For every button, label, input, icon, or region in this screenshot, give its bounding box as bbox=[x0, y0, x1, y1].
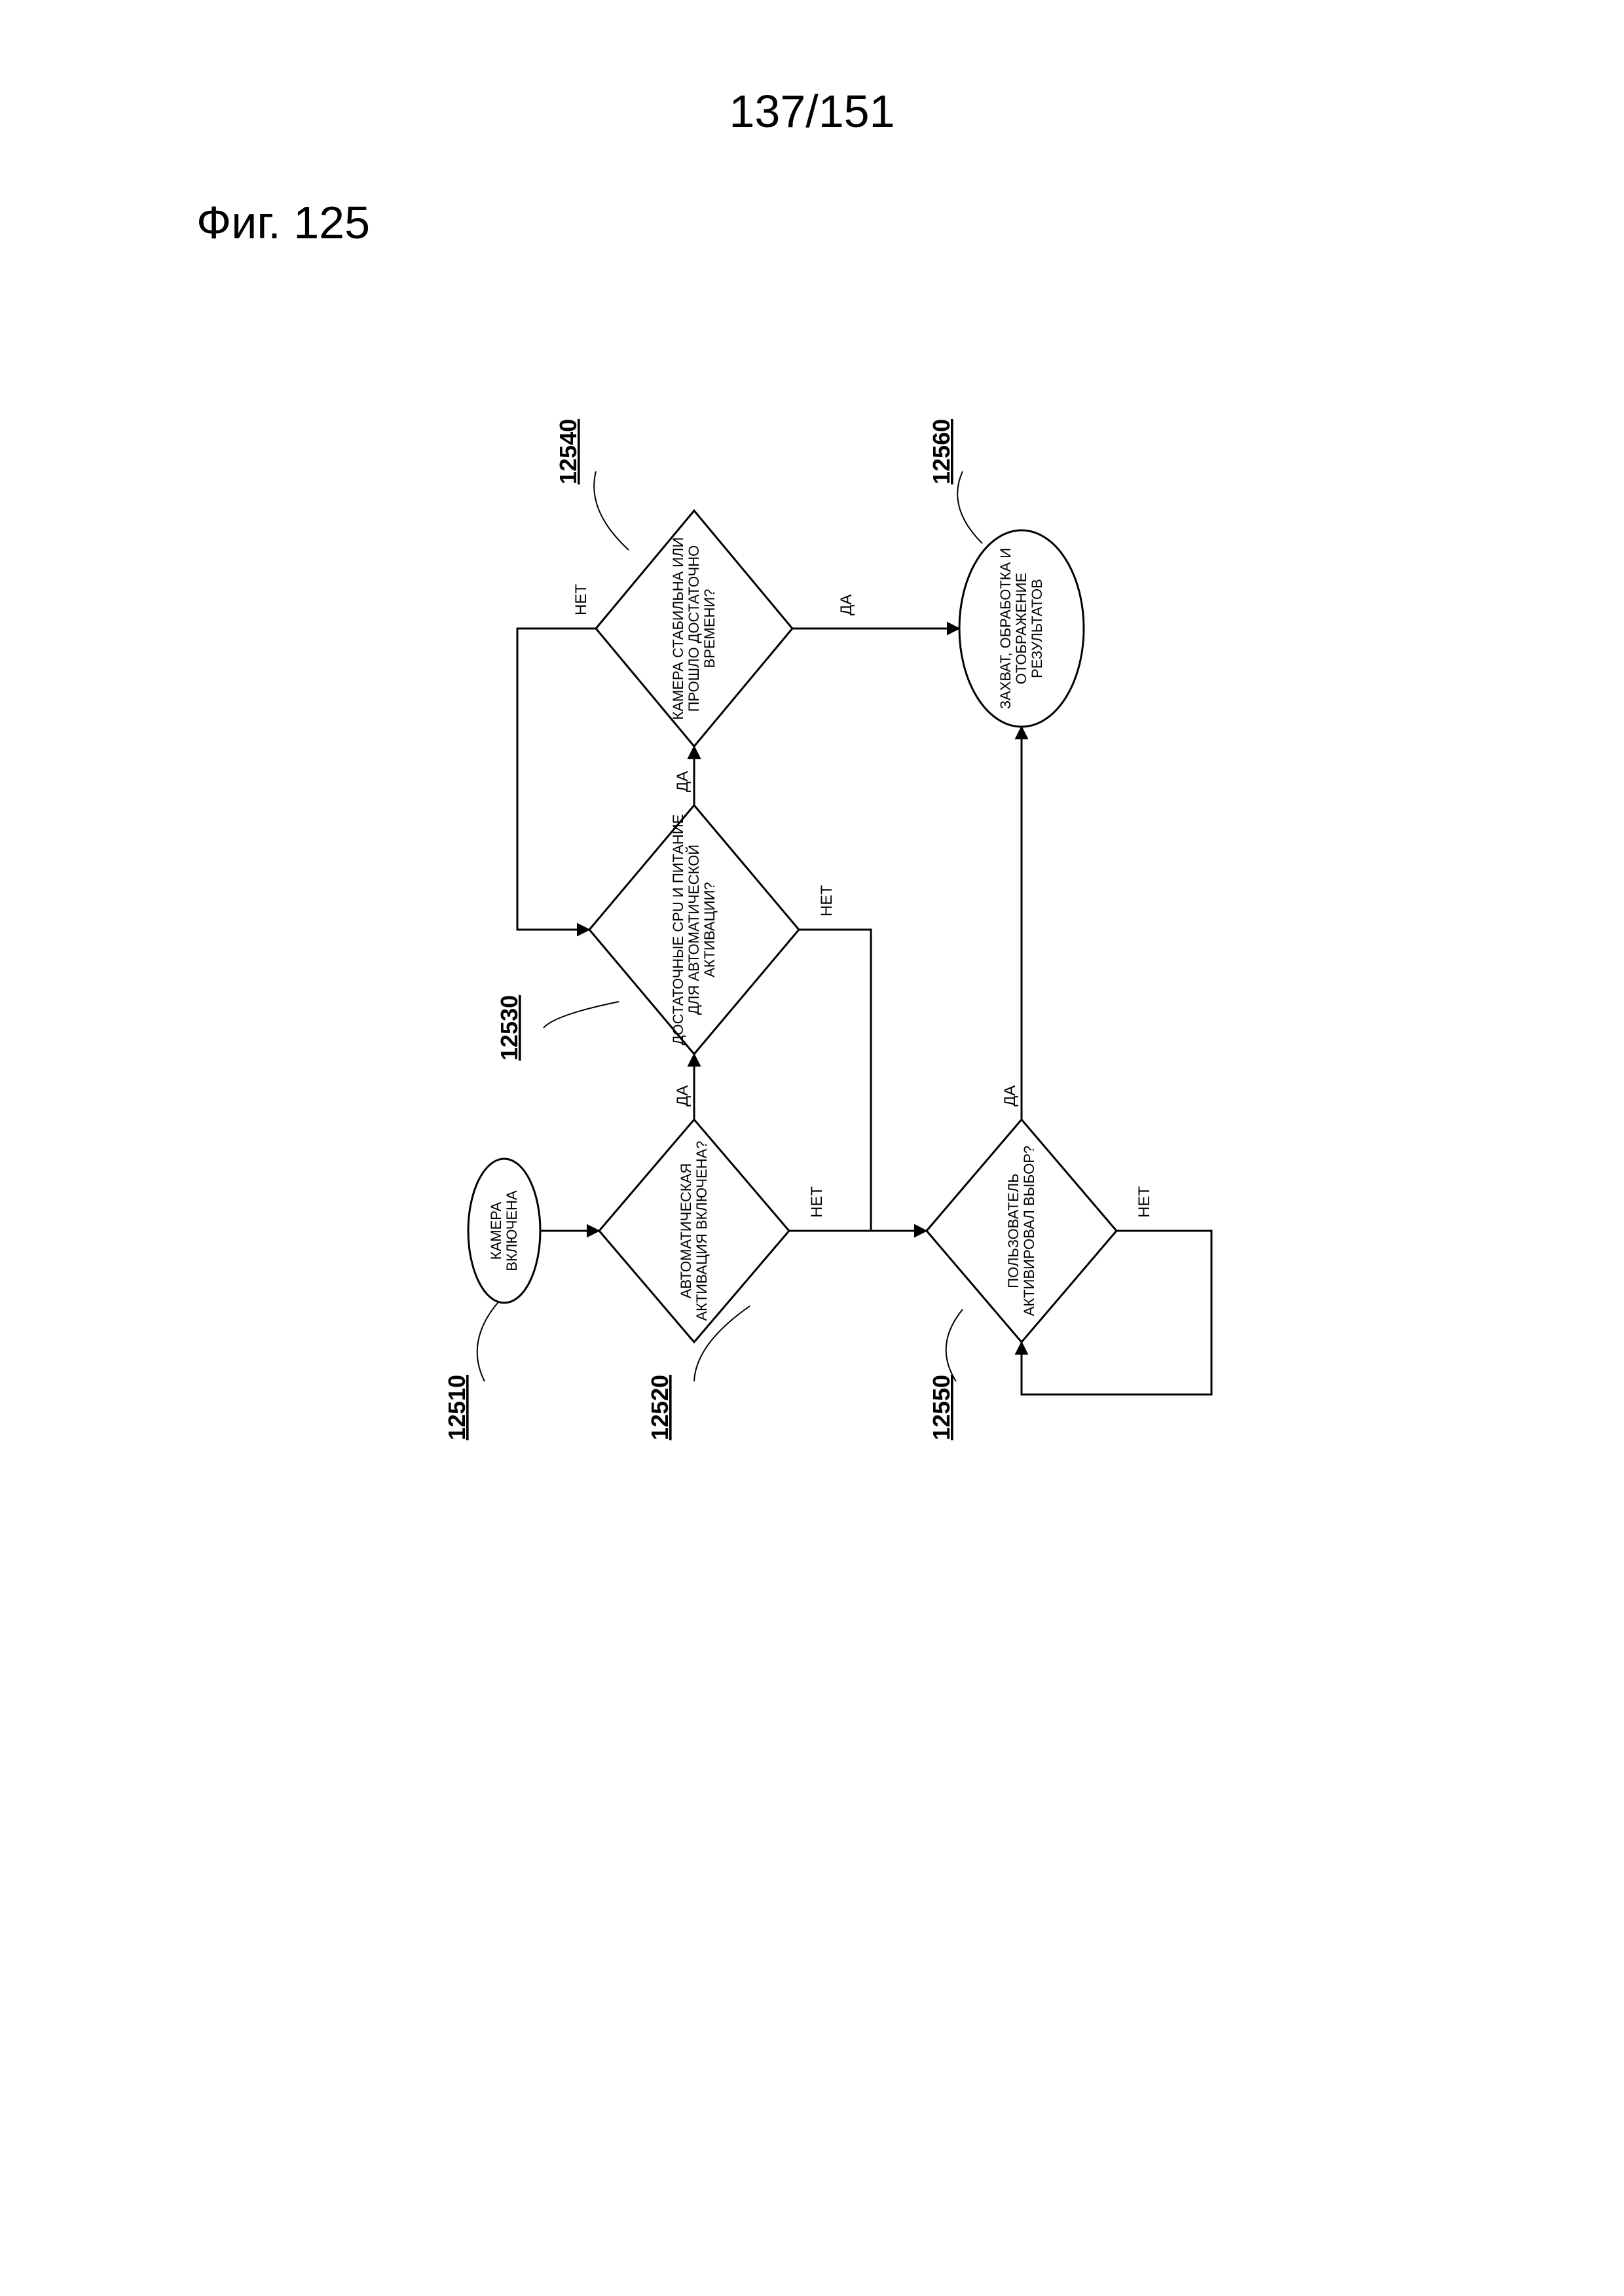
ref-n50: 12550 bbox=[928, 1375, 955, 1440]
edge-label: ДА bbox=[674, 1085, 692, 1106]
flowchart-container: КАМЕРАВКЛЮЧЕНА АВТОМАТИЧЕСКАЯАКТИВАЦИЯ ВК… bbox=[301, 268, 1545, 1499]
edge-label: ДА bbox=[674, 771, 692, 792]
callout-n60 bbox=[957, 471, 982, 543]
node-text: АКТИВАЦИЯ ВКЛЮЧЕНА? bbox=[693, 1141, 710, 1321]
callout-n40 bbox=[594, 471, 629, 550]
ref-n10: 12510 bbox=[443, 1375, 470, 1440]
node-text: ОТОБРАЖЕНИЕ bbox=[1013, 573, 1029, 684]
ref-n40: 12540 bbox=[555, 419, 581, 484]
node-text: РЕЗУЛЬТАТОВ bbox=[1029, 579, 1045, 678]
node-text: ЗАХВАТ, ОБРАБОТКА И bbox=[997, 548, 1014, 709]
figure-title: Фиг. 125 bbox=[196, 196, 370, 249]
edge-label: ДА bbox=[838, 594, 855, 615]
callout-n10 bbox=[477, 1303, 498, 1381]
node-n50: ПОЛЬЗОВАТЕЛЬАКТИВИРОВАЛ ВЫБОР? bbox=[927, 1120, 1116, 1342]
callout-n30 bbox=[544, 1002, 619, 1028]
node-text: АКТИВАЦИИ? bbox=[701, 882, 718, 977]
node-text: ДЛЯ АВТОМАТИЧЕСКОЙ bbox=[686, 845, 702, 1015]
node-text: ВКЛЮЧЕНА bbox=[504, 1190, 520, 1271]
node-text: КАМЕРА СТАБИЛЬНА ИЛИ bbox=[670, 538, 686, 720]
node-text: ДОСТАТОЧНЫЕ CPU И ПИТАНИЕ bbox=[670, 814, 686, 1046]
node-text: КАМЕРА bbox=[488, 1201, 504, 1260]
edge-label: НЕТ bbox=[1135, 1186, 1153, 1218]
ref-n30: 12530 bbox=[496, 995, 523, 1061]
node-text: АВТОМАТИЧЕСКАЯ bbox=[678, 1163, 694, 1299]
node-text: ВРЕМЕНИ? bbox=[701, 589, 718, 668]
node-n30: ДОСТАТОЧНЫЕ CPU И ПИТАНИЕДЛЯ АВТОМАТИЧЕС… bbox=[589, 805, 799, 1054]
node-n20: АВТОМАТИЧЕСКАЯАКТИВАЦИЯ ВКЛЮЧЕНА? bbox=[599, 1120, 789, 1342]
edge-6 bbox=[517, 629, 596, 930]
edge-label: НЕТ bbox=[808, 1186, 826, 1218]
ref-n60: 12560 bbox=[928, 419, 955, 484]
callout-n50 bbox=[946, 1309, 963, 1381]
page-number: 137/151 bbox=[0, 85, 1624, 137]
edge-label: НЕТ bbox=[572, 584, 590, 615]
ref-n20: 12520 bbox=[646, 1375, 673, 1440]
edge-5 bbox=[799, 930, 871, 1231]
flowchart-svg: КАМЕРАВКЛЮЧЕНА АВТОМАТИЧЕСКАЯАКТИВАЦИЯ ВК… bbox=[301, 268, 1545, 1499]
node-n60: ЗАХВАТ, ОБРАБОТКА ИОТОБРАЖЕНИЕРЕЗУЛЬТАТО… bbox=[959, 530, 1084, 727]
node-text: ПОЛЬЗОВАТЕЛЬ bbox=[1005, 1173, 1022, 1288]
node-text: ПРОШЛО ДОСТАТОЧНО bbox=[686, 545, 702, 712]
edge-label: НЕТ bbox=[818, 885, 836, 917]
edge-label: ДА bbox=[1001, 1085, 1019, 1106]
node-text: АКТИВИРОВАЛ ВЫБОР? bbox=[1021, 1146, 1037, 1317]
node-n10: КАМЕРАВКЛЮЧЕНА bbox=[468, 1159, 540, 1303]
